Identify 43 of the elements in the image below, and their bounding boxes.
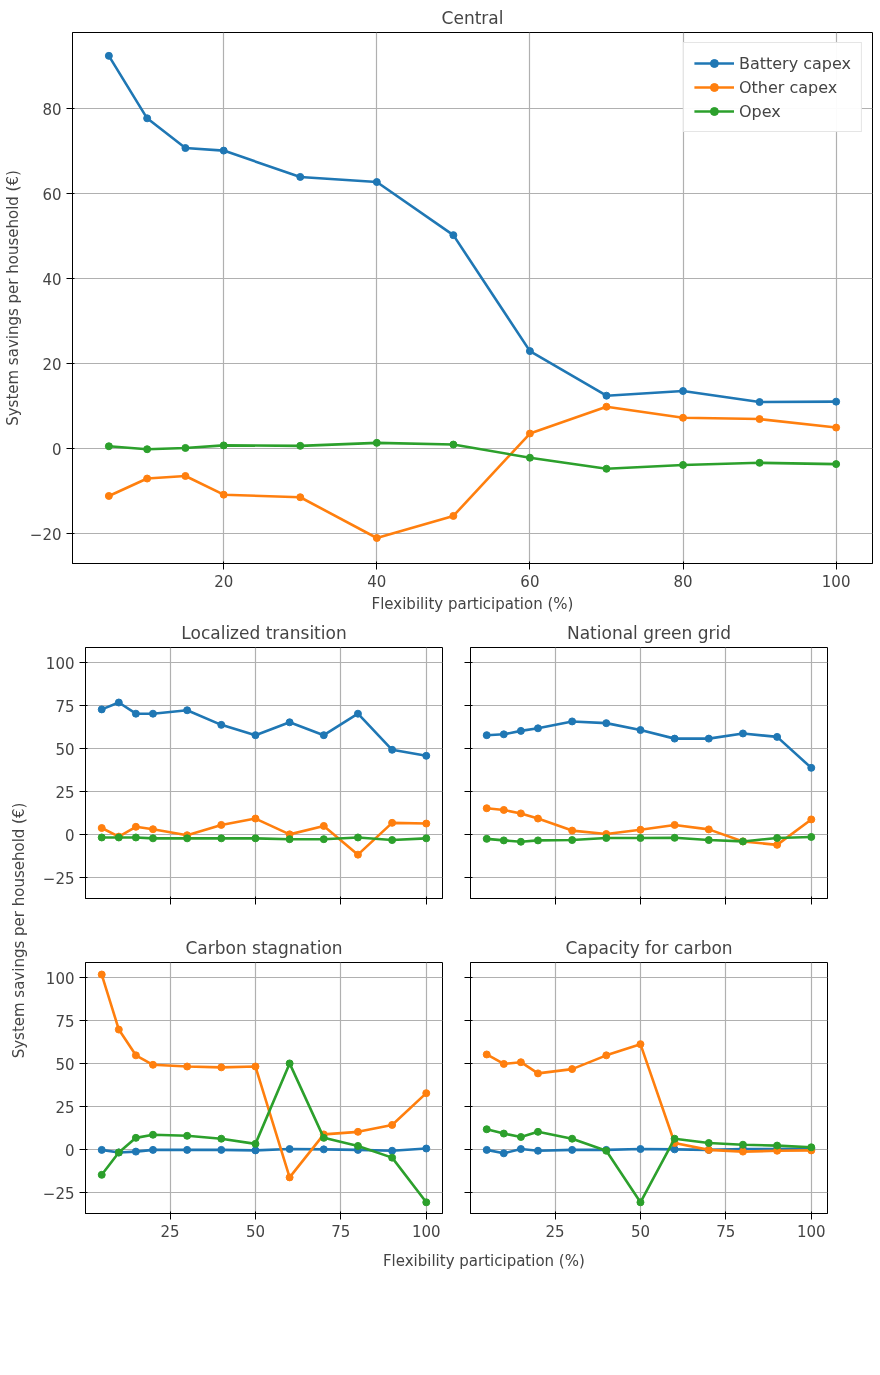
chart-title: Central bbox=[441, 7, 504, 28]
y-tick-label: 75 bbox=[55, 1012, 75, 1031]
y-tick-label: 40 bbox=[42, 270, 62, 289]
y-tick-label: 0 bbox=[64, 826, 75, 845]
y-tick-label: 50 bbox=[55, 740, 75, 759]
y-tick-label: −25 bbox=[42, 1184, 75, 1203]
y-tick-label: 100 bbox=[45, 654, 75, 673]
chart-title: Capacity for carbon bbox=[565, 937, 733, 958]
y-tick-label: 0 bbox=[64, 1141, 75, 1160]
y-tick-label: 25 bbox=[55, 1098, 75, 1117]
y-tick-label: 50 bbox=[55, 1055, 75, 1074]
y-tick-label: 60 bbox=[42, 185, 62, 204]
x-tick-label: 25 bbox=[160, 1222, 180, 1241]
x-tick-label: 100 bbox=[796, 1222, 826, 1241]
x-tick-label: 25 bbox=[545, 1222, 565, 1241]
x-tick-label: 50 bbox=[245, 1222, 266, 1241]
x-tick-label: 80 bbox=[673, 572, 693, 591]
x-tick-label: 40 bbox=[367, 572, 387, 591]
y-tick-label: 100 bbox=[45, 969, 75, 988]
y-tick-label: 25 bbox=[55, 783, 75, 802]
x-tick-label: 75 bbox=[716, 1222, 736, 1241]
y-tick-label: 0 bbox=[51, 440, 62, 459]
x-axis-title: Flexibility participation (%) bbox=[371, 594, 574, 613]
legend-label: Battery capex bbox=[738, 53, 851, 73]
y-tick-label: −20 bbox=[29, 525, 62, 544]
x-tick-label: 100 bbox=[411, 1222, 441, 1241]
x-tick-label: 60 bbox=[520, 572, 540, 591]
legend-label: Opex bbox=[738, 101, 781, 121]
y-axis-title: System savings per household (€) bbox=[9, 802, 28, 1059]
y-axis-title: System savings per household (€) bbox=[3, 170, 22, 426]
chart-title: Localized transition bbox=[181, 622, 347, 643]
y-tick-label: 20 bbox=[42, 355, 62, 374]
y-tick-label: 75 bbox=[55, 697, 75, 716]
x-tick-label: 50 bbox=[630, 1222, 651, 1241]
legend-label: Other capex bbox=[738, 77, 838, 97]
x-axis-title: Flexibility participation (%) bbox=[382, 1251, 585, 1270]
x-tick-label: 20 bbox=[214, 572, 234, 591]
y-tick-label: −25 bbox=[42, 869, 75, 888]
x-tick-label: 100 bbox=[821, 572, 851, 591]
x-tick-label: 75 bbox=[331, 1222, 351, 1241]
y-tick-label: 80 bbox=[42, 100, 62, 119]
chart-title: National green grid bbox=[566, 622, 732, 643]
chart-title: Carbon stagnation bbox=[185, 937, 343, 958]
